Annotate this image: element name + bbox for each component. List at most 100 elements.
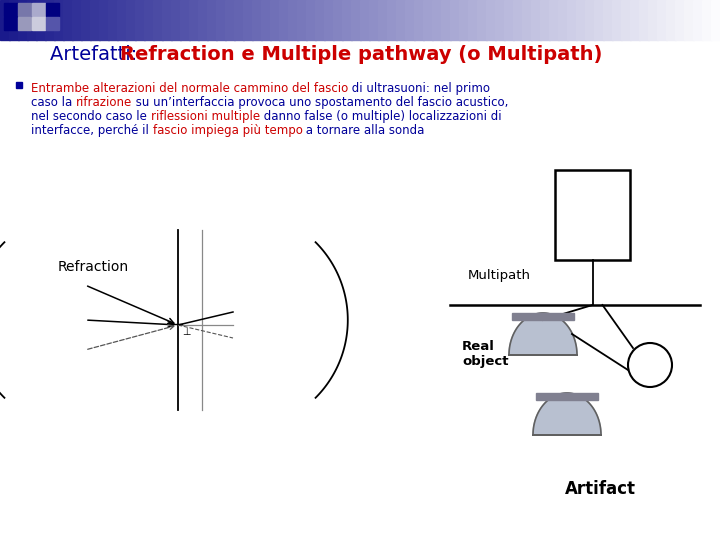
Bar: [198, 0, 208, 40]
Bar: [117, 0, 127, 40]
Bar: [279, 0, 289, 40]
Text: su un’interfaccia provoca uno spostamento del fascio acustico,: su un’interfaccia provoca uno spostament…: [132, 96, 508, 109]
Bar: [495, 0, 505, 40]
Bar: [522, 0, 532, 40]
Text: rifrazione: rifrazione: [76, 96, 132, 109]
Bar: [504, 0, 514, 40]
Polygon shape: [509, 313, 577, 355]
Bar: [4, 3, 17, 16]
Text: Real
object: Real object: [462, 340, 508, 368]
Bar: [9, 0, 19, 40]
Text: Multipath: Multipath: [468, 269, 531, 282]
Text: di ultrasuoni: nel primo: di ultrasuoni: nel primo: [348, 82, 490, 95]
Bar: [46, 17, 59, 30]
Bar: [603, 0, 613, 40]
Bar: [153, 0, 163, 40]
Bar: [549, 0, 559, 40]
Text: interfacce, perché il: interfacce, perché il: [31, 124, 153, 137]
Bar: [342, 0, 352, 40]
Text: caso la: caso la: [31, 96, 76, 109]
Text: alterazioni del normale cammino del fascio: alterazioni del normale cammino del fasc…: [93, 82, 348, 95]
Bar: [594, 0, 604, 40]
Bar: [333, 0, 343, 40]
Bar: [378, 0, 388, 40]
Bar: [432, 0, 442, 40]
Bar: [693, 0, 703, 40]
Bar: [459, 0, 469, 40]
Bar: [135, 0, 145, 40]
Bar: [18, 3, 31, 16]
Bar: [657, 0, 667, 40]
Bar: [306, 0, 316, 40]
Bar: [72, 0, 82, 40]
Bar: [0, 0, 10, 40]
Bar: [297, 0, 307, 40]
Bar: [261, 0, 271, 40]
Bar: [45, 0, 55, 40]
Bar: [243, 0, 253, 40]
Bar: [54, 0, 64, 40]
Bar: [315, 0, 325, 40]
Text: a tornare alla sonda: a tornare alla sonda: [302, 124, 425, 137]
Bar: [360, 0, 370, 40]
Bar: [171, 0, 181, 40]
Bar: [486, 0, 496, 40]
Bar: [648, 0, 658, 40]
Bar: [585, 0, 595, 40]
Bar: [531, 0, 541, 40]
Bar: [711, 0, 720, 40]
Bar: [351, 0, 361, 40]
Text: Refraction: Refraction: [58, 260, 129, 274]
Bar: [27, 0, 37, 40]
Bar: [387, 0, 397, 40]
Text: riflessioni multiple: riflessioni multiple: [150, 110, 260, 123]
Text: fascio impiega più tempo: fascio impiega più tempo: [153, 124, 302, 137]
Bar: [4, 17, 17, 30]
Polygon shape: [512, 313, 574, 320]
Bar: [684, 0, 694, 40]
Bar: [234, 0, 244, 40]
Bar: [576, 0, 586, 40]
Bar: [414, 0, 424, 40]
Bar: [46, 3, 59, 16]
Bar: [396, 0, 406, 40]
Text: nel secondo caso le: nel secondo caso le: [31, 110, 150, 123]
Text: danno false (o multiple) localizzazioni di: danno false (o multiple) localizzazioni …: [260, 110, 501, 123]
Bar: [405, 0, 415, 40]
Bar: [288, 0, 298, 40]
Bar: [36, 0, 46, 40]
Bar: [189, 0, 199, 40]
Bar: [18, 17, 31, 30]
Bar: [369, 0, 379, 40]
Bar: [540, 0, 550, 40]
Bar: [216, 0, 226, 40]
Bar: [513, 0, 523, 40]
Bar: [567, 0, 577, 40]
Polygon shape: [533, 393, 601, 435]
Bar: [99, 0, 109, 40]
Bar: [63, 0, 73, 40]
Bar: [558, 0, 568, 40]
Bar: [621, 0, 631, 40]
Bar: [324, 0, 334, 40]
Bar: [162, 0, 172, 40]
Text: Artifact: Artifact: [565, 480, 636, 498]
Bar: [270, 0, 280, 40]
Bar: [702, 0, 712, 40]
Text: ⊥: ⊥: [182, 327, 191, 337]
Bar: [477, 0, 487, 40]
Bar: [180, 0, 190, 40]
Bar: [126, 0, 136, 40]
Bar: [18, 0, 28, 40]
Bar: [675, 0, 685, 40]
Bar: [252, 0, 262, 40]
Bar: [32, 17, 45, 30]
Bar: [108, 0, 118, 40]
Bar: [81, 0, 91, 40]
Polygon shape: [536, 393, 598, 400]
Text: Refraction e Multiple pathway (o Multipath): Refraction e Multiple pathway (o Multipa…: [120, 45, 603, 64]
Text: Entrambe: Entrambe: [31, 82, 93, 95]
Bar: [90, 0, 100, 40]
Bar: [32, 3, 45, 16]
Bar: [630, 0, 640, 40]
